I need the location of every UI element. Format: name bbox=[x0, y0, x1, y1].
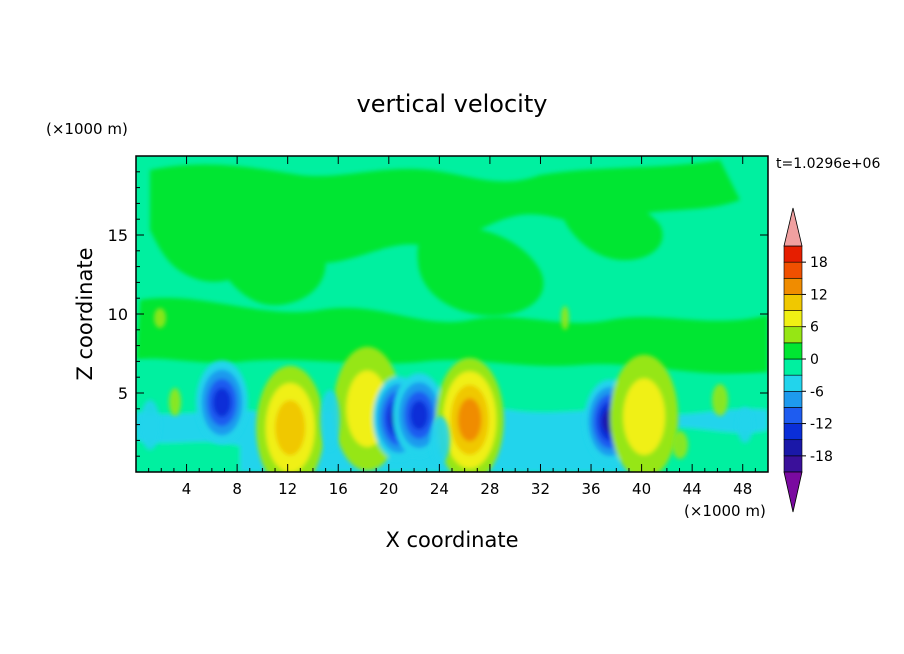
colorbar-tick-label: -6 bbox=[810, 384, 824, 400]
x-tick-label: 48 bbox=[733, 480, 752, 498]
y-tick-label: 15 bbox=[108, 226, 128, 245]
x-tick-label: 32 bbox=[531, 480, 550, 498]
colorbar-tick-label: 12 bbox=[810, 287, 828, 303]
cell-contour bbox=[212, 387, 231, 418]
cell-contour bbox=[457, 398, 482, 442]
y-axis-label: Z coordinate bbox=[73, 247, 97, 380]
x-tick-label: 36 bbox=[581, 480, 600, 498]
colorbar-tick-label: -18 bbox=[810, 449, 833, 465]
x-axis-label: X coordinate bbox=[385, 528, 518, 552]
x-tick-label: 40 bbox=[632, 480, 651, 498]
y-unit-label: (×1000 m) bbox=[46, 120, 128, 138]
chart-title: vertical velocity bbox=[357, 90, 548, 118]
colorbar: -18 -12 -6 0 6 12 18 bbox=[783, 207, 833, 513]
colorbar-segment bbox=[783, 390, 803, 408]
colorbar-tick-label: 6 bbox=[810, 320, 819, 336]
x-tick-label: 16 bbox=[329, 480, 348, 498]
colorbar-segment bbox=[783, 407, 803, 424]
colorbar-segment bbox=[783, 310, 803, 328]
colorbar-segment bbox=[783, 245, 803, 263]
x-tick-label: 4 bbox=[182, 480, 192, 498]
colorbar-extend-max bbox=[783, 207, 803, 247]
colorbar-tick-label: -12 bbox=[810, 417, 833, 433]
colorbar-segment bbox=[783, 439, 803, 457]
y-tick-label: 10 bbox=[108, 305, 128, 324]
cell-contour bbox=[275, 400, 306, 456]
colorbar-segment bbox=[783, 374, 803, 392]
cell-contour bbox=[410, 400, 429, 430]
x-tick-label: 44 bbox=[683, 480, 702, 498]
contour-field bbox=[136, 156, 768, 472]
x-tick-label: 28 bbox=[480, 480, 499, 498]
colorbar-tick-label: 0 bbox=[810, 352, 819, 368]
cell-contour bbox=[623, 378, 666, 455]
upper-green-patches bbox=[136, 160, 768, 374]
colorbar-segment bbox=[783, 294, 803, 311]
y-axis: 5 10 15 bbox=[108, 171, 768, 457]
x-axis: 4 8 12 16 20 24 28 32 36 40 44 48 bbox=[148, 156, 756, 498]
colorbar-extend-min bbox=[783, 471, 803, 513]
x-tick-label: 8 bbox=[232, 480, 242, 498]
colorbar-tick-label: 18 bbox=[810, 255, 828, 271]
x-tick-label: 12 bbox=[278, 480, 297, 498]
x-tick-label: 20 bbox=[379, 480, 398, 498]
x-unit-label: (×1000 m) bbox=[684, 502, 766, 520]
convective-cells bbox=[195, 346, 679, 472]
time-label: t=1.0296e+06 bbox=[776, 156, 880, 172]
colorbar-segment bbox=[783, 326, 803, 344]
colorbar-segment bbox=[783, 277, 803, 295]
colorbar-segment bbox=[783, 261, 803, 279]
colorbar-segment bbox=[783, 455, 803, 473]
colorbar-segment bbox=[783, 358, 803, 376]
y-tick-label: 5 bbox=[118, 384, 128, 403]
streak-patches bbox=[140, 306, 753, 464]
colorbar-segment bbox=[783, 423, 803, 441]
colorbar-segment bbox=[783, 342, 803, 360]
x-tick-label: 24 bbox=[430, 480, 449, 498]
